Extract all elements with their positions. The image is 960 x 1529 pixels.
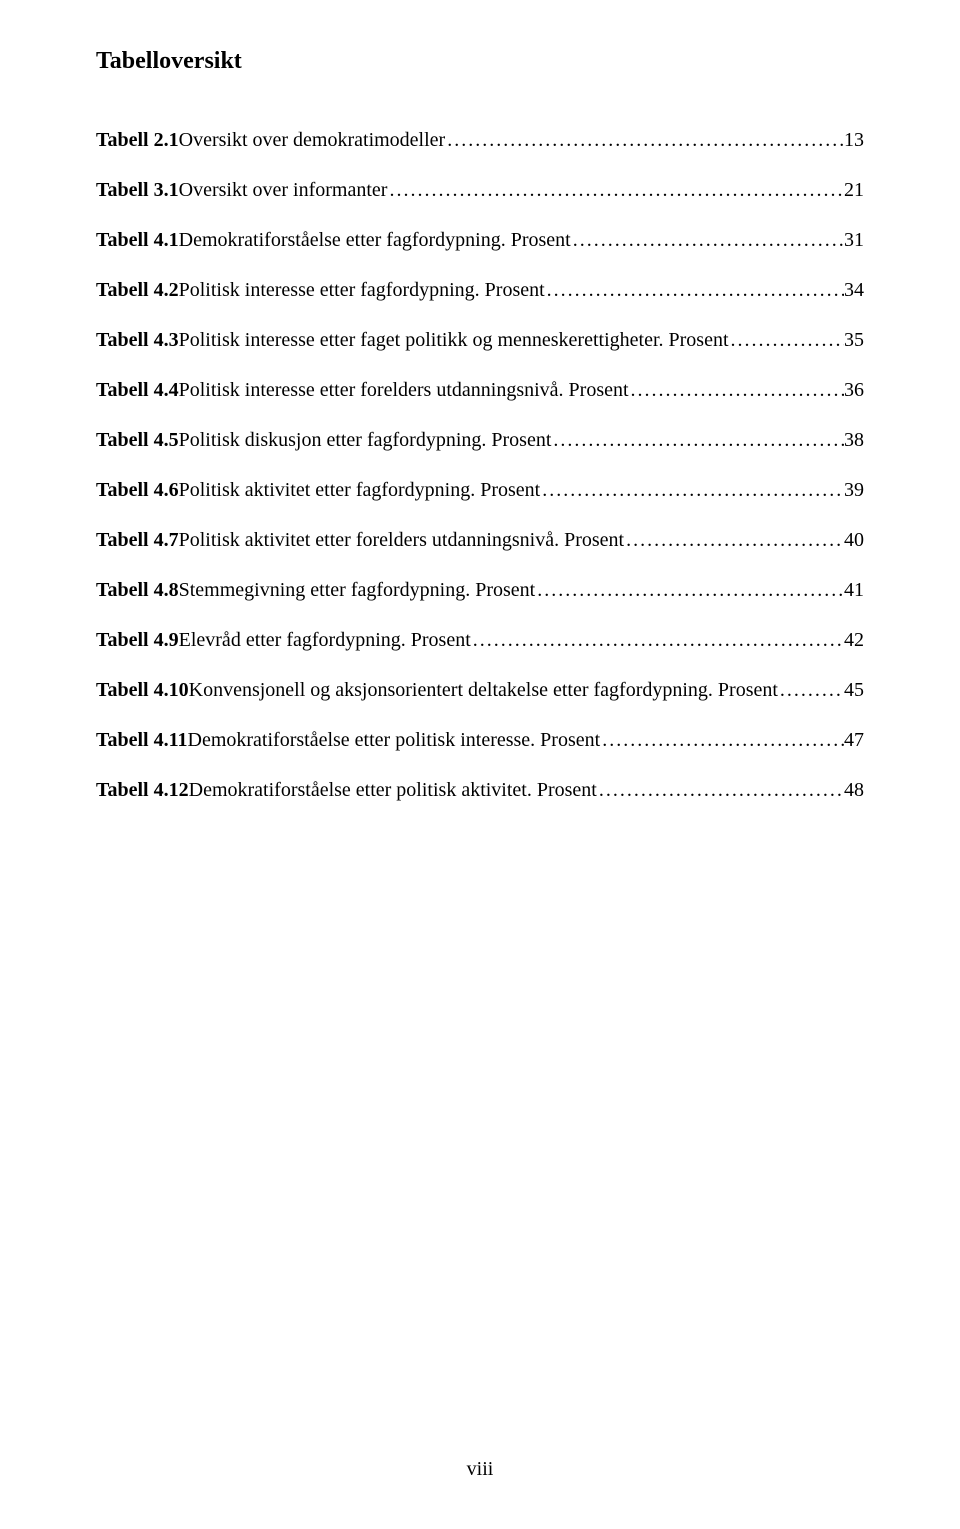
toc-entry-text: Elevråd etter fagfordypning. Prosent	[179, 627, 471, 653]
toc-leader-dots	[571, 227, 844, 253]
toc-leader-dots	[551, 427, 844, 453]
toc-entry: Tabell 2.1 Oversikt over demokratimodell…	[96, 127, 864, 153]
toc-entry-text: Politisk interesse etter fagfordypning. …	[179, 277, 545, 303]
toc-entry-label: Tabell 4.4	[96, 377, 179, 403]
toc-entry: Tabell 4.3 Politisk interesse etter fage…	[96, 327, 864, 353]
page-number: viii	[0, 1458, 960, 1481]
toc-entry-label: Tabell 3.1	[96, 177, 179, 203]
toc-entry: Tabell 4.1 Demokratiforståelse etter fag…	[96, 227, 864, 253]
toc-entry-page: 42	[844, 627, 864, 653]
toc-entry-label: Tabell 4.3	[96, 327, 179, 353]
toc-entry-text: Politisk interesse etter forelders utdan…	[179, 377, 629, 403]
toc-leader-dots	[597, 777, 844, 803]
toc-entry-text: Demokratiforståelse etter fagfordypning.…	[179, 227, 571, 253]
toc-leader-dots	[729, 327, 845, 353]
toc-entry-page: 45	[844, 677, 864, 703]
toc-leader-dots	[629, 377, 844, 403]
toc-entry-text: Konvensjonell og aksjonsorientert deltak…	[189, 677, 778, 703]
toc-entry-page: 31	[844, 227, 864, 253]
toc-leader-dots	[624, 527, 844, 553]
toc-entry: Tabell 4.5 Politisk diskusjon etter fagf…	[96, 427, 864, 453]
toc-entry-page: 21	[844, 177, 864, 203]
toc-entry: Tabell 4.7 Politisk aktivitet etter fore…	[96, 527, 864, 553]
toc-entry: Tabell 4.11 Demokratiforståelse etter po…	[96, 727, 864, 753]
toc-entry-text: Oversikt over demokratimodeller	[179, 127, 446, 153]
toc-leader-dots	[600, 727, 844, 753]
toc-entry-label: Tabell 4.9	[96, 627, 179, 653]
toc-entry-page: 34	[844, 277, 864, 303]
toc-entry: Tabell 4.12 Demokratiforståelse etter po…	[96, 777, 864, 803]
toc-entry-page: 13	[844, 127, 864, 153]
toc-leader-dots	[535, 577, 844, 603]
toc-entry-page: 41	[844, 577, 864, 603]
toc-entry: Tabell 4.10 Konvensjonell og aksjonsorie…	[96, 677, 864, 703]
toc-entry-page: 38	[844, 427, 864, 453]
toc-leader-dots	[778, 677, 844, 703]
toc-entry-label: Tabell 4.11	[96, 727, 188, 753]
toc-entry-page: 39	[844, 477, 864, 503]
toc-entry-label: Tabell 4.1	[96, 227, 179, 253]
toc-entry-text: Politisk interesse etter faget politikk …	[179, 327, 729, 353]
toc-entry-page: 35	[844, 327, 864, 353]
toc-entry-label: Tabell 4.6	[96, 477, 179, 503]
toc-entry-label: Tabell 4.10	[96, 677, 189, 703]
toc-entry-label: Tabell 4.8	[96, 577, 179, 603]
toc-entry-text: Politisk aktivitet etter forelders utdan…	[179, 527, 624, 553]
toc-entry-label: Tabell 2.1	[96, 127, 179, 153]
toc-entry-label: Tabell 4.7	[96, 527, 179, 553]
toc-entry: Tabell 4.8 Stemmegivning etter fagfordyp…	[96, 577, 864, 603]
toc-leader-dots	[471, 627, 844, 653]
toc-entry: Tabell 3.1 Oversikt over informanter 21	[96, 177, 864, 203]
toc-entry-text: Oversikt over informanter	[179, 177, 388, 203]
toc-entry-text: Demokratiforståelse etter politisk aktiv…	[189, 777, 597, 803]
toc-leader-dots	[387, 177, 844, 203]
toc-entry: Tabell 4.6 Politisk aktivitet etter fagf…	[96, 477, 864, 503]
toc-entry-label: Tabell 4.5	[96, 427, 179, 453]
toc-list: Tabell 2.1 Oversikt over demokratimodell…	[96, 127, 864, 803]
toc-entry-page: 47	[844, 727, 864, 753]
toc-entry: Tabell 4.9 Elevråd etter fagfordypning. …	[96, 627, 864, 653]
toc-leader-dots	[540, 477, 844, 503]
toc-entry-page: 48	[844, 777, 864, 803]
toc-entry-text: Politisk diskusjon etter fagfordypning. …	[179, 427, 552, 453]
toc-entry-label: Tabell 4.2	[96, 277, 179, 303]
toc-entry: Tabell 4.2 Politisk interesse etter fagf…	[96, 277, 864, 303]
document-page: Tabelloversikt Tabell 2.1 Oversikt over …	[0, 0, 960, 1529]
toc-entry-page: 36	[844, 377, 864, 403]
toc-entry-text: Demokratiforståelse etter politisk inter…	[188, 727, 601, 753]
toc-entry-page: 40	[844, 527, 864, 553]
page-title: Tabelloversikt	[96, 48, 864, 75]
toc-leader-dots	[545, 277, 844, 303]
toc-entry-label: Tabell 4.12	[96, 777, 189, 803]
toc-entry-text: Politisk aktivitet etter fagfordypning. …	[179, 477, 541, 503]
toc-entry-text: Stemmegivning etter fagfordypning. Prose…	[179, 577, 536, 603]
toc-entry: Tabell 4.4 Politisk interesse etter fore…	[96, 377, 864, 403]
toc-leader-dots	[445, 127, 844, 153]
